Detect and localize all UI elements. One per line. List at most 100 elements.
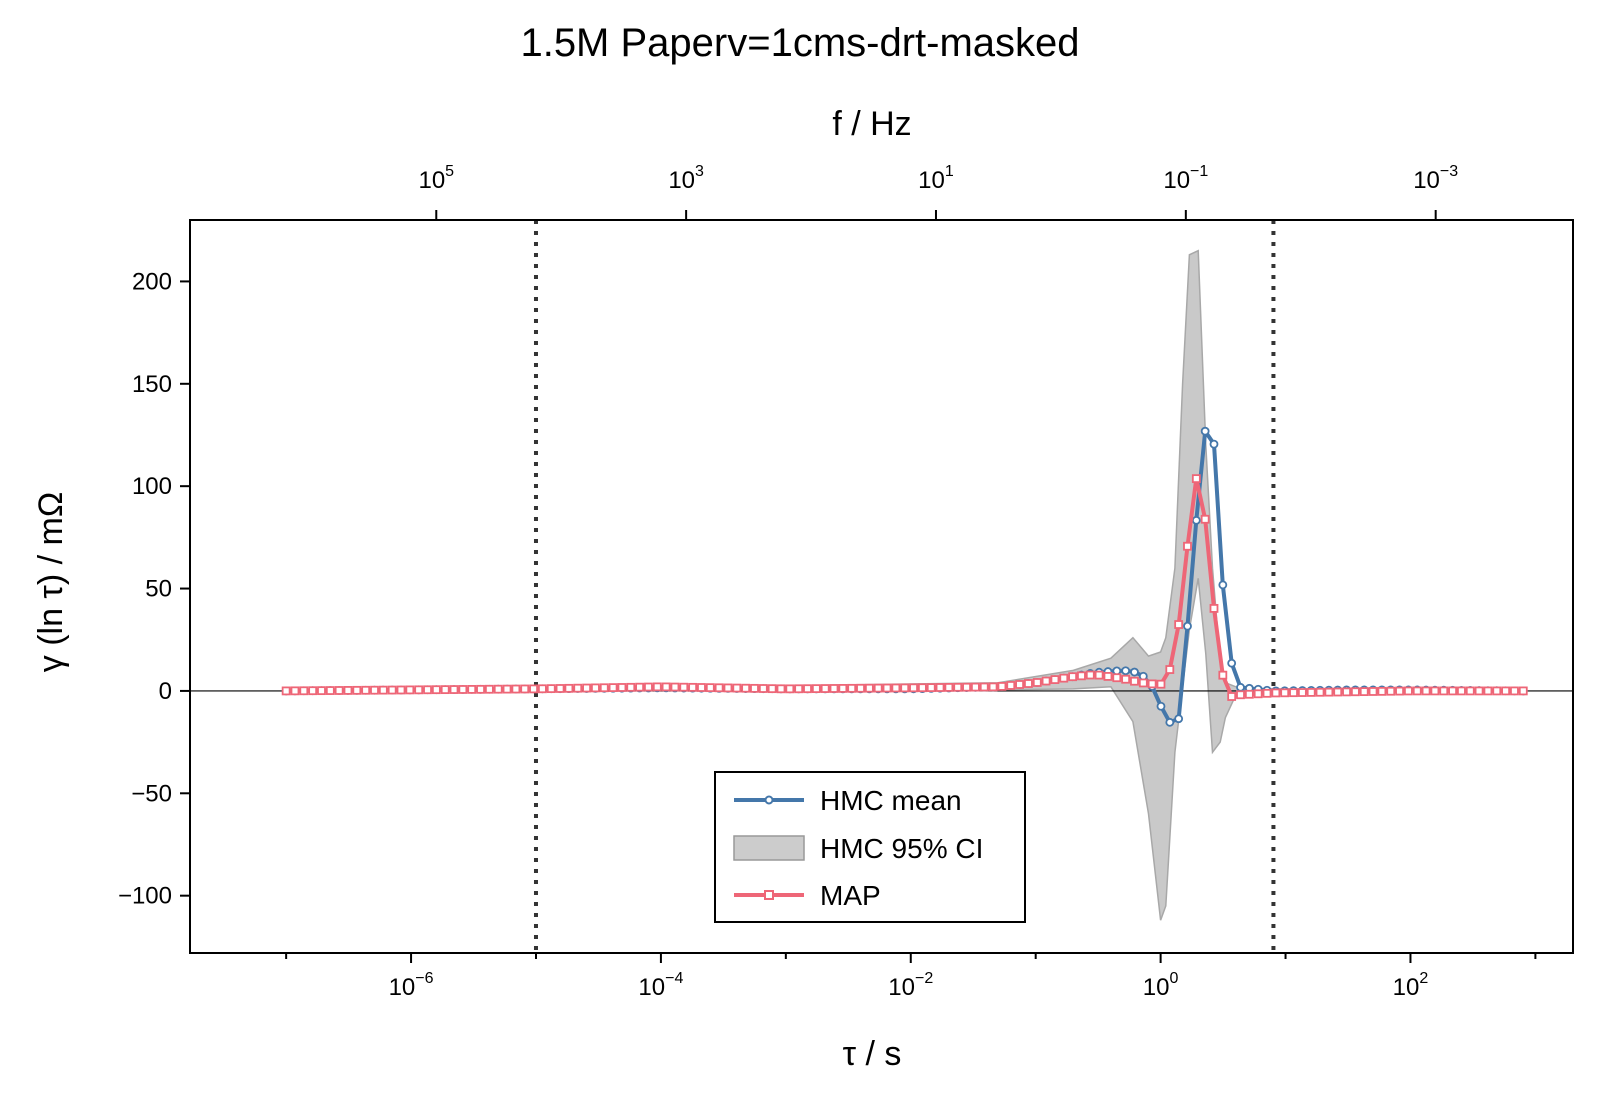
hmc-mean-point — [1236, 682, 1245, 692]
map-point — [847, 683, 857, 693]
map-point — [909, 683, 918, 693]
x2-tick-label: 101 — [918, 163, 954, 194]
map-point — [370, 685, 379, 695]
map-point — [352, 685, 362, 695]
hmc-mean-point — [1200, 426, 1210, 436]
x2-tick-label: 105 — [418, 163, 454, 194]
map-point — [705, 683, 715, 693]
map-point — [431, 685, 441, 695]
map-point — [1465, 686, 1475, 696]
y-tick-label: 150 — [132, 371, 172, 398]
map-point — [1306, 688, 1316, 697]
map-point — [679, 682, 689, 692]
map-point — [661, 682, 671, 692]
map-point — [1412, 686, 1422, 696]
map-point — [1006, 681, 1016, 690]
map-point — [308, 686, 318, 696]
map-line — [286, 476, 1524, 699]
map-point — [1068, 672, 1078, 682]
map-point — [1492, 686, 1502, 696]
x-tick-label: 10−4 — [638, 970, 683, 1001]
x2-axis-label: f / Hz — [832, 105, 911, 143]
map-point — [971, 682, 980, 692]
map-point — [1324, 687, 1334, 697]
map-point — [688, 682, 698, 692]
map-point — [1289, 688, 1298, 698]
map-point — [1297, 688, 1307, 697]
map-point — [767, 684, 777, 694]
map-point — [670, 682, 680, 692]
map-point — [1457, 686, 1466, 696]
map-point — [1368, 687, 1378, 696]
legend: HMC mean HMC 95% CI MAP — [714, 771, 1026, 923]
legend-label-hmc-ci: HMC 95% CI — [820, 833, 983, 864]
y-tick-label: −50 — [131, 780, 172, 807]
map-point — [803, 684, 812, 694]
map-point — [1253, 689, 1263, 699]
map-point — [1174, 620, 1184, 629]
map-point — [1315, 687, 1325, 697]
map-point — [608, 683, 618, 693]
map-point — [582, 683, 591, 693]
map-point — [1501, 686, 1511, 696]
map-point — [697, 683, 706, 692]
hmc-mean-series — [281, 426, 1528, 727]
map-point — [529, 684, 538, 694]
map-point — [317, 686, 326, 696]
map-point — [864, 683, 874, 693]
map-point — [281, 686, 291, 696]
map-point — [1200, 514, 1210, 524]
map-point — [476, 684, 485, 694]
map-point — [856, 683, 865, 693]
map-point — [343, 686, 353, 695]
map-point — [546, 684, 556, 694]
y-axis-label: γ (ln τ) / mΩ — [32, 492, 70, 673]
map-point — [1041, 676, 1051, 686]
map-point — [502, 684, 512, 694]
map-point — [1218, 670, 1228, 680]
map-point — [1165, 665, 1175, 674]
map-point — [732, 683, 742, 693]
map-point — [520, 684, 530, 694]
map-point — [599, 683, 609, 693]
hmc-mean-point — [1183, 621, 1192, 631]
legend-swatch-hmc-ci — [733, 835, 805, 861]
map-point — [926, 683, 936, 693]
map-point — [1377, 686, 1387, 696]
map-point — [714, 683, 724, 693]
map-point — [626, 682, 636, 692]
map-point — [591, 683, 600, 693]
x-axis-label: τ / s — [843, 1035, 902, 1073]
map-point — [334, 686, 344, 695]
map-point — [299, 686, 309, 696]
map-point — [467, 685, 477, 694]
map-point — [1130, 676, 1139, 686]
map-point — [873, 683, 883, 693]
hmc-mean-point — [1191, 515, 1201, 525]
x-tick-label: 100 — [1143, 970, 1179, 1001]
map-point — [829, 684, 839, 693]
map-point — [1404, 686, 1413, 696]
map-point — [617, 683, 627, 692]
map-point — [1386, 686, 1396, 696]
map-point — [741, 683, 751, 693]
map-point — [785, 684, 795, 694]
x-tick-label: 10−6 — [389, 970, 434, 1001]
map-point — [387, 685, 397, 695]
map-point — [1421, 686, 1431, 696]
map-point — [564, 683, 574, 693]
hmc-mean-point — [1174, 714, 1184, 724]
map-point — [1112, 673, 1122, 683]
map-point — [1359, 687, 1369, 697]
map-point — [1085, 670, 1095, 680]
map-point — [1448, 686, 1457, 696]
map-point — [1183, 541, 1192, 551]
map-point — [555, 684, 565, 693]
y-tick-label: 100 — [132, 473, 172, 500]
map-point — [900, 683, 910, 693]
map-point — [1430, 686, 1440, 696]
map-point — [820, 684, 830, 693]
plot-frame — [189, 219, 1574, 954]
map-point — [988, 682, 998, 692]
